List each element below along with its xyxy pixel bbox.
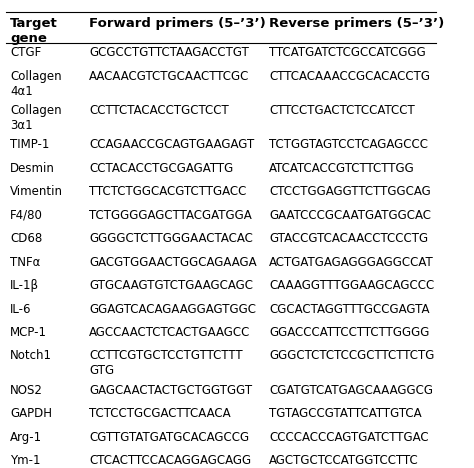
Text: TCTGGTAGTCCTCAGAGCCC: TCTGGTAGTCCTCAGAGCCC <box>269 139 428 152</box>
Text: GGGCTCTCTCCGCTTCTTCTG: GGGCTCTCTCCGCTTCTTCTG <box>269 350 435 362</box>
Text: CCCCACCCAGTGATCTTGAC: CCCCACCCAGTGATCTTGAC <box>269 431 429 444</box>
Text: CTCACTTCCACAGGAGCAGG: CTCACTTCCACAGGAGCAGG <box>89 454 251 467</box>
Text: F4/80: F4/80 <box>10 209 43 222</box>
Text: TTCATGATCTCGCCATCGGG: TTCATGATCTCGCCATCGGG <box>269 46 426 59</box>
Text: GAGCAACTACTGCTGGTGGT: GAGCAACTACTGCTGGTGGT <box>89 384 252 397</box>
Text: TGTAGCCGTATTCATTGTCA: TGTAGCCGTATTCATTGTCA <box>269 407 422 420</box>
Text: CGTTGTATGATGCACAGCCG: CGTTGTATGATGCACAGCCG <box>89 431 249 444</box>
Text: CCTACACCTGCGAGATTG: CCTACACCTGCGAGATTG <box>89 162 234 175</box>
Text: CTTCCTGACTCTCCATCCT: CTTCCTGACTCTCCATCCT <box>269 104 415 117</box>
Text: NOS2: NOS2 <box>10 384 43 397</box>
Text: TCTCCTGCGACTTCAACA: TCTCCTGCGACTTCAACA <box>89 407 231 420</box>
Text: Notch1: Notch1 <box>10 350 52 362</box>
Text: CCTTCTACACCTGCTCCT: CCTTCTACACCTGCTCCT <box>89 104 229 117</box>
Text: Target
gene: Target gene <box>10 17 58 45</box>
Text: ACTGATGAGAGGGAGGCCAT: ACTGATGAGAGGGAGGCCAT <box>269 256 434 269</box>
Text: GACGTGGAACTGGCAGAAGA: GACGTGGAACTGGCAGAAGA <box>89 256 257 269</box>
Text: MCP-1: MCP-1 <box>10 326 47 339</box>
Text: CGCACTAGGTTTGCCGAGTA: CGCACTAGGTTTGCCGAGTA <box>269 302 430 315</box>
Text: CGATGTCATGAGCAAAGGCG: CGATGTCATGAGCAAAGGCG <box>269 384 433 397</box>
Text: CTTCACAAACCGCACACCTG: CTTCACAAACCGCACACCTG <box>269 70 430 83</box>
Text: CCTTCGTGCTCCTGTTCTTT
GTG: CCTTCGTGCTCCTGTTCTTT GTG <box>89 350 243 377</box>
Text: CAAAGGTTTGGAAGCAGCCC: CAAAGGTTTGGAAGCAGCCC <box>269 279 435 292</box>
Text: Reverse primers (5–’3’): Reverse primers (5–’3’) <box>269 17 445 30</box>
Text: TIMP-1: TIMP-1 <box>10 139 50 152</box>
Text: GAPDH: GAPDH <box>10 407 52 420</box>
Text: AGCTGCTCCATGGTCCTTC: AGCTGCTCCATGGTCCTTC <box>269 454 419 467</box>
Text: Vimentin: Vimentin <box>10 185 63 198</box>
Text: Ym-1: Ym-1 <box>10 454 41 467</box>
Text: CCAGAACCGCAGTGAAGAGT: CCAGAACCGCAGTGAAGAGT <box>89 139 255 152</box>
Text: Forward primers (5–’3’): Forward primers (5–’3’) <box>89 17 266 30</box>
Text: CTGF: CTGF <box>10 46 41 59</box>
Text: GGAGTCACAGAAGGAGTGGC: GGAGTCACAGAAGGAGTGGC <box>89 302 256 315</box>
Text: TTCTCTGGCACGTCTTGACC: TTCTCTGGCACGTCTTGACC <box>89 185 246 198</box>
Text: GTACCGTCACAACCTCCCTG: GTACCGTCACAACCTCCCTG <box>269 232 428 245</box>
Text: GTGCAAGTGTCTGAAGCAGC: GTGCAAGTGTCTGAAGCAGC <box>89 279 253 292</box>
Text: AACAACGTCTGCAACTTCGC: AACAACGTCTGCAACTTCGC <box>89 70 250 83</box>
Text: TNFα: TNFα <box>10 256 41 269</box>
Text: AGCCAACTCTCACTGAAGCC: AGCCAACTCTCACTGAAGCC <box>89 326 251 339</box>
Text: Arg-1: Arg-1 <box>10 431 42 444</box>
Text: IL-6: IL-6 <box>10 302 32 315</box>
Text: Collagen
3α1: Collagen 3α1 <box>10 104 62 132</box>
Text: GAATCCCGCAATGATGGCAC: GAATCCCGCAATGATGGCAC <box>269 209 431 222</box>
Text: GCGCCTGTTCTAAGACCTGT: GCGCCTGTTCTAAGACCTGT <box>89 46 249 59</box>
Text: CTCCTGGAGGTTCTTGGCAG: CTCCTGGAGGTTCTTGGCAG <box>269 185 431 198</box>
Text: IL-1β: IL-1β <box>10 279 39 292</box>
Text: Desmin: Desmin <box>10 162 55 175</box>
Text: GGACCCATTCCTTCTTGGGG: GGACCCATTCCTTCTTGGGG <box>269 326 430 339</box>
Text: ATCATCACCGTCTTCTTGG: ATCATCACCGTCTTCTTGG <box>269 162 415 175</box>
Text: GGGGCTCTTGGGAACTACAC: GGGGCTCTTGGGAACTACAC <box>89 232 253 245</box>
Text: TCTGGGGAGCTTACGATGGA: TCTGGGGAGCTTACGATGGA <box>89 209 252 222</box>
Text: Collagen
4α1: Collagen 4α1 <box>10 70 62 98</box>
Text: CD68: CD68 <box>10 232 43 245</box>
